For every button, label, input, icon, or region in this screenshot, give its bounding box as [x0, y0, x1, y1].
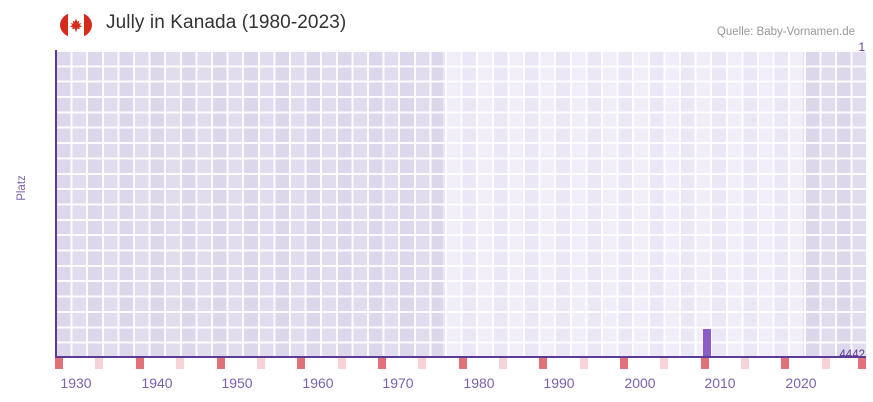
- x-tick-label: 1980: [463, 375, 495, 391]
- x-tick-label: 2000: [624, 375, 656, 391]
- x-tick-label: 1990: [543, 375, 575, 391]
- y-axis-bottom-label: 4442: [839, 349, 865, 361]
- chart-header: Jully in Kanada (1980-2023) Quelle: Baby…: [0, 0, 873, 46]
- maple-leaf-icon: [69, 18, 83, 32]
- x-axis-line: [55, 356, 866, 358]
- tick-mark-minor: [822, 358, 830, 369]
- tick-mark-major: [297, 358, 305, 369]
- tick-mark-minor: [741, 358, 749, 369]
- flag-band-left: [60, 12, 68, 38]
- tick-mark-major: [858, 358, 866, 369]
- tick-mark-major: [620, 358, 628, 369]
- x-tick-label: 1950: [221, 375, 253, 391]
- background-band-early: [55, 50, 443, 356]
- background-band-late: [803, 50, 866, 356]
- tick-mark-minor: [95, 358, 103, 369]
- x-tick-label: 1960: [302, 375, 334, 391]
- y-axis-line: [55, 50, 57, 356]
- tick-mark-major: [539, 358, 547, 369]
- tick-mark-minor: [257, 358, 265, 369]
- y-axis-title: Platz: [16, 175, 28, 201]
- plot-area: [55, 50, 866, 358]
- x-tick-label: 1930: [60, 375, 92, 391]
- x-tick-label: 2010: [704, 375, 736, 391]
- tick-mark-major: [459, 358, 467, 369]
- background-band-mid: [443, 50, 803, 356]
- tick-mark-major: [55, 358, 63, 369]
- tick-mark-minor: [580, 358, 588, 369]
- x-tick-label: 1940: [141, 375, 173, 391]
- x-tick-label: 1970: [382, 375, 414, 391]
- source-label: Quelle: Baby-Vornamen.de: [716, 26, 855, 38]
- tick-mark-major: [217, 358, 225, 369]
- chart-title: Jully in Kanada (1980-2023): [106, 12, 347, 33]
- tick-mark-major: [701, 358, 709, 369]
- x-tick-marks: [55, 358, 866, 369]
- tick-mark-minor: [499, 358, 507, 369]
- tick-mark-minor: [418, 358, 426, 369]
- tick-mark-minor: [660, 358, 668, 369]
- tick-mark-major: [781, 358, 789, 369]
- tick-mark-minor: [338, 358, 346, 369]
- x-tick-label: 2020: [785, 375, 817, 391]
- tick-mark-major: [136, 358, 144, 369]
- canada-flag-icon: [60, 12, 92, 38]
- tick-mark-minor: [176, 358, 184, 369]
- tick-mark-major: [378, 358, 386, 369]
- flag-band-right: [84, 12, 92, 38]
- data-bar[interactable]: [703, 329, 711, 356]
- y-axis-top-label: 1: [858, 42, 865, 54]
